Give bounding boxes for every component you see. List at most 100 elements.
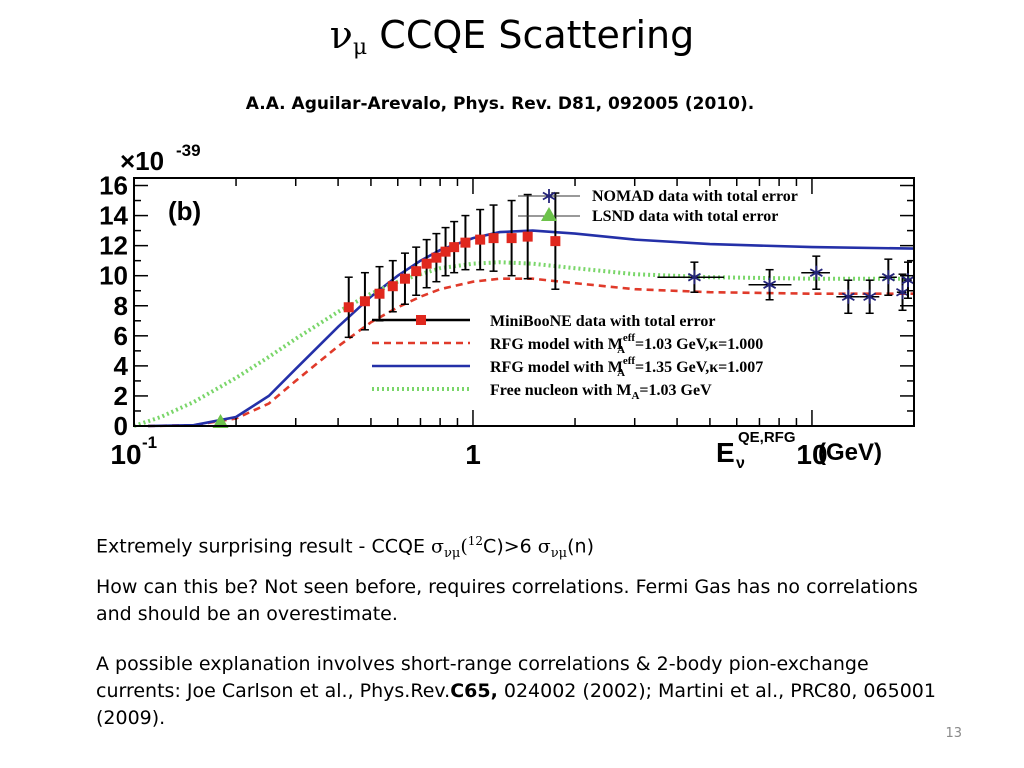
data-point — [859, 279, 880, 315]
y-tick-label: 12 — [99, 231, 128, 261]
bullet-1: Extremely surprising result - CCQE σνμ(1… — [96, 528, 956, 567]
y-scale-label: ×10 — [120, 146, 164, 176]
asterisk-marker — [881, 272, 895, 282]
x-axis-label: E ν QE,RFG (GeV) — [716, 429, 882, 472]
square-marker — [550, 236, 561, 247]
square-marker — [411, 266, 422, 277]
y-tick-label: 16 — [99, 171, 128, 201]
sigma-subscript-2: νμ — [550, 546, 568, 562]
square-marker — [399, 273, 410, 284]
legend-label: MiniBooNE data with total error — [490, 313, 715, 330]
page-number: 13 — [945, 726, 962, 741]
data-point — [488, 204, 499, 272]
square-marker — [440, 246, 451, 257]
legend-triangle-icon — [541, 207, 557, 221]
x-label-main: E — [716, 437, 735, 468]
bullet-1-prefix: Extremely surprising result - CCQE — [96, 535, 431, 558]
legend-entry: Free nucleon with MA=1.03 GeV — [372, 382, 712, 402]
y-tick-label: 0 — [114, 411, 128, 441]
y-tick-label: 2 — [114, 381, 128, 411]
x-tick-label: 10 — [796, 439, 827, 470]
title-nu: ν — [329, 13, 353, 57]
carbon-mass-number: 12 — [467, 534, 484, 548]
square-marker — [449, 242, 460, 253]
data-point — [421, 238, 432, 289]
data-point — [343, 276, 354, 339]
data-point — [359, 271, 370, 331]
square-marker — [374, 288, 385, 299]
chart-legend: NOMAD data with total error LSND data wit… — [372, 188, 798, 402]
x-tick-exponent: -1 — [142, 433, 157, 452]
legend-square-icon — [416, 315, 426, 325]
square-marker — [343, 302, 354, 313]
series-line — [147, 229, 915, 428]
data-point — [836, 279, 860, 315]
x-label-sup: QE,RFG — [738, 429, 796, 446]
data-point — [475, 208, 486, 271]
y-tick-label: 4 — [114, 351, 129, 381]
square-marker — [359, 296, 370, 307]
data-point — [399, 252, 410, 306]
paren-open: ( — [460, 535, 468, 558]
x-tick-label: 10 -1 — [110, 433, 157, 470]
asterisk-marker — [763, 280, 777, 289]
x-tick-base: 10 — [110, 439, 141, 470]
title-mu: μ — [352, 35, 368, 60]
data-point — [449, 220, 460, 274]
legend-entry: MiniBooNE data with total error — [372, 313, 715, 330]
square-marker — [421, 258, 432, 269]
legend-label: RFG model with Meff A =1.03 GeV,κ=1.000 — [490, 332, 763, 356]
chart-series — [133, 192, 915, 428]
y-tick-label: 14 — [99, 201, 128, 231]
plot-frame — [133, 177, 915, 427]
slide-title: νμ CCQE Scattering — [0, 12, 1024, 71]
square-marker — [522, 231, 533, 242]
legend-entry-top: LSND data with total error — [518, 207, 778, 225]
data-point — [460, 214, 471, 271]
y-tick-label: 6 — [114, 321, 128, 351]
x-label-sub: ν — [736, 455, 745, 472]
x-tick-base: 10 — [796, 439, 827, 470]
data-point — [411, 246, 422, 296]
asterisk-marker — [841, 292, 855, 302]
bullet-2: How can this be? Not seen before, requir… — [96, 574, 956, 628]
asterisk-marker — [809, 268, 823, 277]
cross-section-chart: ×10 -39 (b) 0 2 4 6 8 10 12 14 16 10 -1 1 10 E ν QE,… — [90, 138, 930, 474]
legend-label: NOMAD data with total error — [592, 188, 798, 205]
series-line — [147, 277, 914, 428]
bullet-3-volume: C65, — [450, 680, 498, 702]
data-point — [801, 255, 830, 290]
data-point — [212, 413, 229, 428]
data-point — [431, 232, 442, 283]
y-tick-label: 8 — [114, 291, 128, 321]
citation: A.A. Aguilar-Arevalo, Phys. Rev. D81, 09… — [245, 94, 755, 114]
sigma-symbol: σ — [431, 535, 444, 558]
title-text: CCQE Scattering — [367, 13, 695, 57]
legend-label: Free nucleon with MA=1.03 GeV — [490, 382, 712, 402]
bullet-3-prefix: A possible explanation involves short-ra… — [96, 653, 869, 702]
legend-label: RFG model with Meff A =1.35 GeV,κ=1.007 — [490, 355, 763, 379]
square-marker — [387, 281, 398, 292]
asterisk-marker — [687, 272, 701, 282]
legend-entry-top: NOMAD data with total error — [518, 188, 798, 205]
bullet-3: A possible explanation involves short-ra… — [96, 651, 956, 732]
data-point — [522, 193, 533, 280]
square-marker — [506, 233, 517, 244]
legend-entry: RFG model with Meff A =1.03 GeV,κ=1.000 — [372, 332, 763, 356]
panel-label: (b) — [168, 196, 201, 226]
data-point — [440, 226, 451, 277]
y-scale-exponent: -39 — [176, 141, 201, 160]
bullet-1-end: (n) — [567, 535, 594, 558]
legend-label: LSND data with total error — [592, 208, 778, 225]
bullet-3-suffix: 024002 (2002); Martini et al., PRC80, 06… — [96, 680, 936, 729]
square-marker — [475, 234, 486, 245]
legend-asterisk-icon — [542, 191, 556, 201]
bullet-1-middle: C)>6 — [483, 535, 538, 558]
sigma-subscript: νμ — [443, 546, 461, 562]
asterisk-marker — [863, 292, 877, 302]
data-point — [879, 258, 897, 296]
data-point — [748, 268, 792, 301]
bullet-2-text: How can this be? Not seen before, requir… — [96, 576, 918, 625]
